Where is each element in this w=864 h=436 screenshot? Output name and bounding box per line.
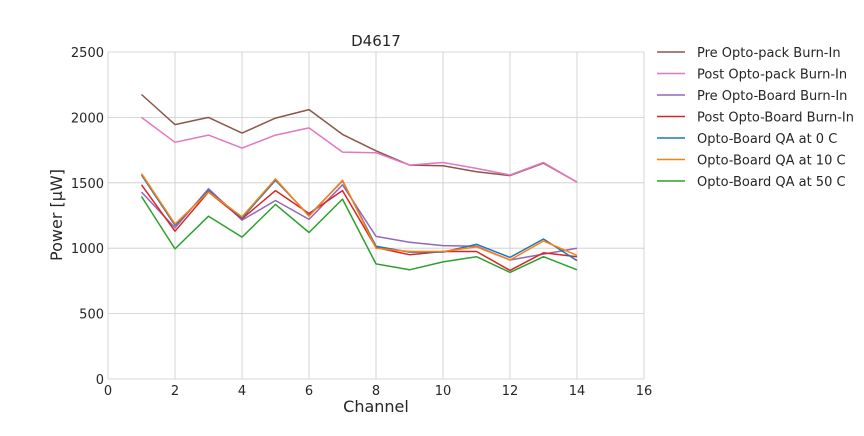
legend-label: Pre Opto-pack Burn-In bbox=[697, 46, 841, 61]
grid bbox=[107, 51, 645, 380]
x-tick-label: 0 bbox=[104, 384, 112, 399]
legend-label: Post Opto-Board Burn-In bbox=[697, 111, 854, 126]
y-tick-label: 1000 bbox=[71, 242, 104, 257]
series-lines bbox=[140, 93, 578, 274]
x-tick-label: 4 bbox=[238, 384, 246, 399]
legend-label: Post Opto-pack Burn-In bbox=[697, 68, 847, 83]
x-tick-label: 16 bbox=[636, 384, 653, 399]
legend: Pre Opto-pack Burn-In Post Opto-pack Burn… bbox=[657, 46, 854, 190]
series-line-4 bbox=[140, 184, 578, 272]
y-tick-label: 2500 bbox=[71, 46, 104, 61]
x-tick-label: 2 bbox=[171, 384, 179, 399]
legend-label: Pre Opto-Board Burn-In bbox=[697, 89, 847, 104]
y-tick-label: 500 bbox=[79, 308, 104, 323]
y-tick-label: 0 bbox=[96, 373, 104, 388]
legend-label: Opto-Board QA at 0 C bbox=[697, 132, 837, 147]
x-tick-label: 10 bbox=[435, 384, 452, 399]
y-axis-label: Power [μW] bbox=[47, 169, 66, 261]
x-axis-label: Channel bbox=[343, 397, 409, 416]
series-line-2 bbox=[141, 116, 578, 183]
series-line-7 bbox=[140, 196, 578, 274]
legend-label: Opto-Board QA at 10 C bbox=[697, 154, 846, 169]
series-line-6 bbox=[140, 173, 578, 261]
y-tick-label: 2000 bbox=[71, 111, 104, 126]
x-tick-label: 6 bbox=[305, 384, 313, 399]
x-tick-label: 8 bbox=[372, 384, 380, 399]
x-tick-label: 14 bbox=[569, 384, 586, 399]
y-tick-label: 1500 bbox=[71, 177, 104, 192]
x-tick-label: 12 bbox=[502, 384, 519, 399]
axis-ticks: 0 2 4 6 8 10 12 14 16 0 500 1000 1500 2000 2500 bbox=[71, 46, 652, 399]
series-line-1 bbox=[140, 93, 578, 183]
series-line-3 bbox=[140, 184, 578, 261]
chart-title: D4617 bbox=[351, 32, 401, 50]
legend-label: Opto-Board QA at 50 C bbox=[697, 175, 846, 190]
